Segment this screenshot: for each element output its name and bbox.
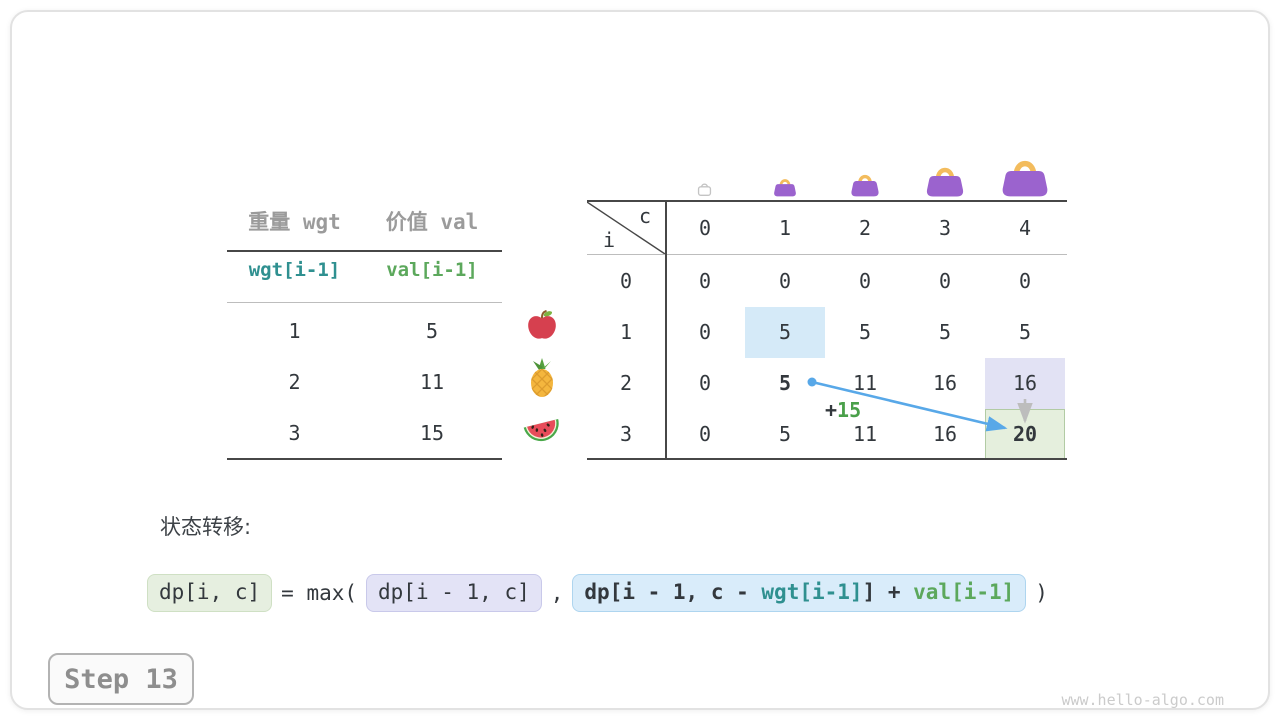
option2-val-token: val[i-1] <box>913 580 1015 605</box>
diagram-card: 重量 wgt 价值 val wgt[i-1] val[i-1] 1 5 2 11… <box>10 10 1270 710</box>
divider <box>227 302 502 303</box>
apple-icon <box>525 308 559 342</box>
option2-mid: ] + <box>862 580 914 605</box>
dp-cell-2-1: 5 <box>778 371 792 395</box>
added-value: 15 <box>837 398 862 422</box>
col-header-3: 3 <box>938 216 952 240</box>
val-formula: val[i-1] <box>386 259 478 281</box>
diagonal-line <box>587 202 665 254</box>
dp-cell-2-4: 16 <box>1012 371 1038 395</box>
bag-icon-3 <box>925 163 965 197</box>
empty-bag-icon <box>696 180 713 197</box>
divider <box>665 200 667 460</box>
highlight-source-cell <box>745 307 825 358</box>
item-1-weight: 1 <box>288 319 301 343</box>
item-3-value: 15 <box>419 421 445 445</box>
item-2-value: 11 <box>419 370 445 394</box>
item-row-2: 2 11 <box>227 357 502 407</box>
dp-cell-0-2: 0 <box>858 269 872 293</box>
divider <box>227 250 502 252</box>
dp-cell-2-0: 0 <box>698 371 712 395</box>
col-variable: c <box>638 204 651 228</box>
formula-close-paren: ) <box>1035 581 1048 605</box>
dp-cell-0-4: 0 <box>1018 269 1032 293</box>
pineapple-icon <box>524 358 560 398</box>
item-row-3: 3 15 <box>227 408 502 458</box>
formula-lhs-pill: dp[i, c] <box>147 574 273 612</box>
dp-cell-0-1: 0 <box>778 269 792 293</box>
row-header-0: 0 <box>619 269 633 293</box>
plus-sign: + <box>825 398 838 422</box>
bag-icon-2 <box>850 171 880 197</box>
divider <box>587 458 1067 460</box>
option2-wgt-token: wgt[i-1] <box>761 580 863 605</box>
formula-option2-pill: dp[i - 1, c - wgt[i-1]] + val[i-1] <box>572 574 1027 612</box>
formula-operator: = max( <box>281 581 358 605</box>
divider <box>587 200 1067 202</box>
dp-cell-1-0: 0 <box>698 320 712 344</box>
col-header-2: 2 <box>858 216 872 240</box>
wgt-formula: wgt[i-1] <box>248 259 341 281</box>
item-3-weight: 3 <box>288 421 301 445</box>
weight-column-header: 重量 wgt <box>248 210 341 234</box>
dp-cell-1-4: 5 <box>1018 320 1032 344</box>
row-header-3: 3 <box>619 422 633 446</box>
divider <box>227 458 502 460</box>
item-1-value: 5 <box>425 319 439 343</box>
formula-option1-pill: dp[i - 1, c] <box>366 574 542 612</box>
add-value-annotation: +15 <box>825 398 861 422</box>
dp-cell-3-0: 0 <box>698 422 712 446</box>
dp-corner-cell: c i <box>587 202 665 254</box>
row-variable: i <box>603 228 616 252</box>
bag-icon-4 <box>1000 155 1050 197</box>
step-badge: Step 13 <box>48 653 194 705</box>
option2-prefix: dp[i - 1, c - <box>584 580 762 605</box>
dp-cell-2-3: 16 <box>932 371 958 395</box>
col-header-1: 1 <box>778 216 792 240</box>
dp-col-headers: 0 1 2 3 4 <box>587 202 1067 254</box>
dp-cell-3-1: 5 <box>778 422 792 446</box>
dp-cell-1-1: 5 <box>778 320 792 344</box>
value-column-header: 价值 val <box>385 210 479 234</box>
formula-comma: , <box>550 581 564 605</box>
dp-cell-3-4: 20 <box>1012 422 1038 446</box>
transition-formula: dp[i, c] = max( dp[i - 1, c] , dp[i - 1,… <box>147 572 1048 614</box>
dp-row-0: 0 0 0 0 0 0 <box>587 256 1067 307</box>
dp-cell-1-3: 5 <box>938 320 952 344</box>
item-row-1: 1 5 <box>227 306 502 356</box>
item-table-formula-row: wgt[i-1] val[i-1] <box>227 250 502 290</box>
bag-icon-1 <box>773 176 797 197</box>
watermark: www.hello-algo.com <box>1061 691 1224 709</box>
dp-cell-3-3: 16 <box>932 422 958 446</box>
col-header-0: 0 <box>698 216 712 240</box>
dp-table: c i 0 1 2 3 4 0 0 0 0 0 0 1 0 5 5 5 5 <box>587 200 1067 460</box>
item-table: 重量 wgt 价值 val wgt[i-1] val[i-1] 1 5 2 11… <box>227 202 502 460</box>
row-header-2: 2 <box>619 371 633 395</box>
item-table-header: 重量 wgt 价值 val <box>227 202 502 242</box>
divider <box>587 254 1067 255</box>
dp-cell-0-3: 0 <box>938 269 952 293</box>
item-2-weight: 2 <box>288 370 301 394</box>
dp-cell-1-2: 5 <box>858 320 872 344</box>
col-header-4: 4 <box>1018 216 1032 240</box>
transition-label: 状态转移: <box>160 515 252 539</box>
watermelon-icon <box>522 414 562 448</box>
dp-cell-0-0: 0 <box>698 269 712 293</box>
dp-row-1: 1 0 5 5 5 5 <box>587 307 1067 358</box>
row-header-1: 1 <box>619 320 633 344</box>
